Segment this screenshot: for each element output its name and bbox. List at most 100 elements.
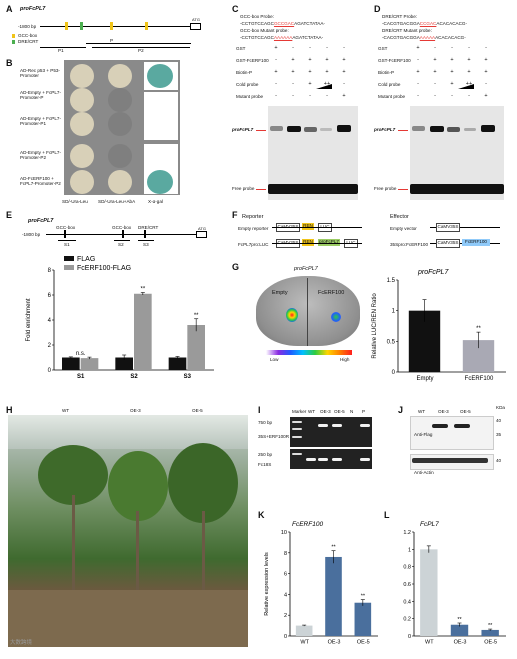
emsa-sign: - [292,93,294,99]
i-lane: OE-5 [334,409,345,414]
c-mut-seq: -CCTGTCCAGCAAAAAAAGATCTATAA- [240,35,323,40]
fig-trunk [72,495,75,595]
y-tick-label: 8 [48,268,52,274]
i-band [332,458,342,461]
emsa-sign: + [467,69,471,75]
e-region-line [138,240,154,241]
y-tick-label: 0 [408,634,411,640]
y1h-row-3: AD-Empty + FcPL7-Promoter-P1 [20,116,61,127]
e-atg-label: ATG [198,226,206,231]
i-band [332,424,342,427]
e-element-label: GCC-box [56,225,76,230]
panel-label-h: H [6,405,13,415]
d-shift-band [481,125,495,132]
panel-a-title: proFcPL7 [20,6,46,12]
fragment-p2-label: P2 [138,48,144,53]
d-probe-title: DRE/CRT Probe: [382,14,418,19]
f-reporter-heading: Reporter [242,214,264,220]
i-marker-band [292,421,302,423]
e-element-label: GCC-box [112,225,132,230]
d-band [412,126,425,131]
h-label-wt: WT [62,408,70,413]
legend-gcc-label: GCC-box [18,33,38,38]
xgal-cell [144,92,178,140]
significance-label: ** [140,287,145,293]
emsa-sign: - [343,81,345,87]
seq-motif: AAAAA [419,35,436,40]
j-lane: OE-5 [460,409,471,414]
emsa-sign: + [342,57,346,63]
f-construct-line [430,227,500,228]
emsa-sign: - [434,45,436,51]
yeast-spot [70,170,94,194]
x-tick-label: OE-3 [454,640,467,646]
e-element-label: DRE/CRT [138,225,159,230]
emsa-sign: + [342,93,346,99]
emsa-sign: + [308,57,312,63]
yeast-spot [108,88,132,112]
medium-label-1: SD/-Ura-Leu [62,199,88,204]
i-band [360,424,370,427]
i-lane: WT [308,409,316,414]
fig-canopy [108,451,168,521]
seq-part: -CCTGTCCAGC [240,21,274,26]
bar [481,629,499,636]
fcerf100-expression-chart: 0 2 4 6 8 10 Relative expression levels FcERF10… [264,521,378,646]
dre-crt-marker [80,22,83,30]
j-blot-top [410,416,494,450]
j-actin-band [412,458,488,463]
x-tick-label: WT [425,640,434,646]
panel-e-title: proFcPL7 [28,218,54,224]
j-size-2: 35 [496,432,502,437]
scale-high-label: High [340,357,350,362]
d-shift-band [447,127,460,132]
f-fc-reporter: FcPL7pro:LUC [238,242,269,247]
scale-low-label: Low [270,357,279,362]
fragment-p1-line [40,47,86,48]
i-marker-band [292,453,302,455]
y-tick-label: 0 [284,634,287,640]
nicotiana-leaf [256,276,360,346]
significance-label: ** [331,545,336,551]
y-tick-label: 0.5 [387,339,396,345]
e-promoter-line [46,234,196,235]
x-tick-label: OE-5 [357,640,370,646]
y-tick-label: 2 [284,613,287,619]
fig-canopy [168,443,238,523]
legend-label: FcERF100-FLAG [77,265,131,272]
c-band [270,126,283,131]
y-tick-label: 0.8 [403,565,411,571]
emsa-sign: - [326,93,328,99]
h-label-oe3: OE-3 [130,408,141,413]
c-probe-title: GCC-box Probe: [240,14,274,19]
significance-label: ** [361,594,366,600]
yeast-spot [108,64,132,88]
chart-title: proFcPL7 [417,269,449,276]
j-band [454,424,470,428]
h-label-oe5: OE-5 [192,408,203,413]
i-primer-2: Fc18S [258,462,272,467]
emsa-sign: - [485,81,487,87]
atg-label: ATG [192,17,200,22]
x-tick-label: FcERF100 [465,376,494,382]
bar [80,358,99,370]
j-antibody-2: Anti-Actin [414,470,434,475]
seq-part: ACACACACG- [436,21,468,26]
fragment-p-label: P [110,38,114,43]
panel-label-j: J [398,405,404,415]
emsa-sign: + [325,57,329,63]
y-tick-label: 4 [48,318,52,324]
seq-motif: GCCGAC [273,21,295,26]
emsa-sign: + [467,57,471,63]
y-tick-label: 0.6 [403,582,411,588]
f-camv-box: CaMV35S [436,239,460,248]
d-row-label: Mutant probe [378,94,406,99]
panel-label-e: E [6,210,13,220]
e-element-tick [144,230,146,238]
i-lane: N [350,409,354,414]
emsa-sign: - [417,57,419,63]
e-region-label: S1 [64,242,70,247]
emsa-sign: + [450,69,454,75]
emsa-sign: - [343,45,345,51]
y-tick-label: 1.5 [387,278,396,284]
